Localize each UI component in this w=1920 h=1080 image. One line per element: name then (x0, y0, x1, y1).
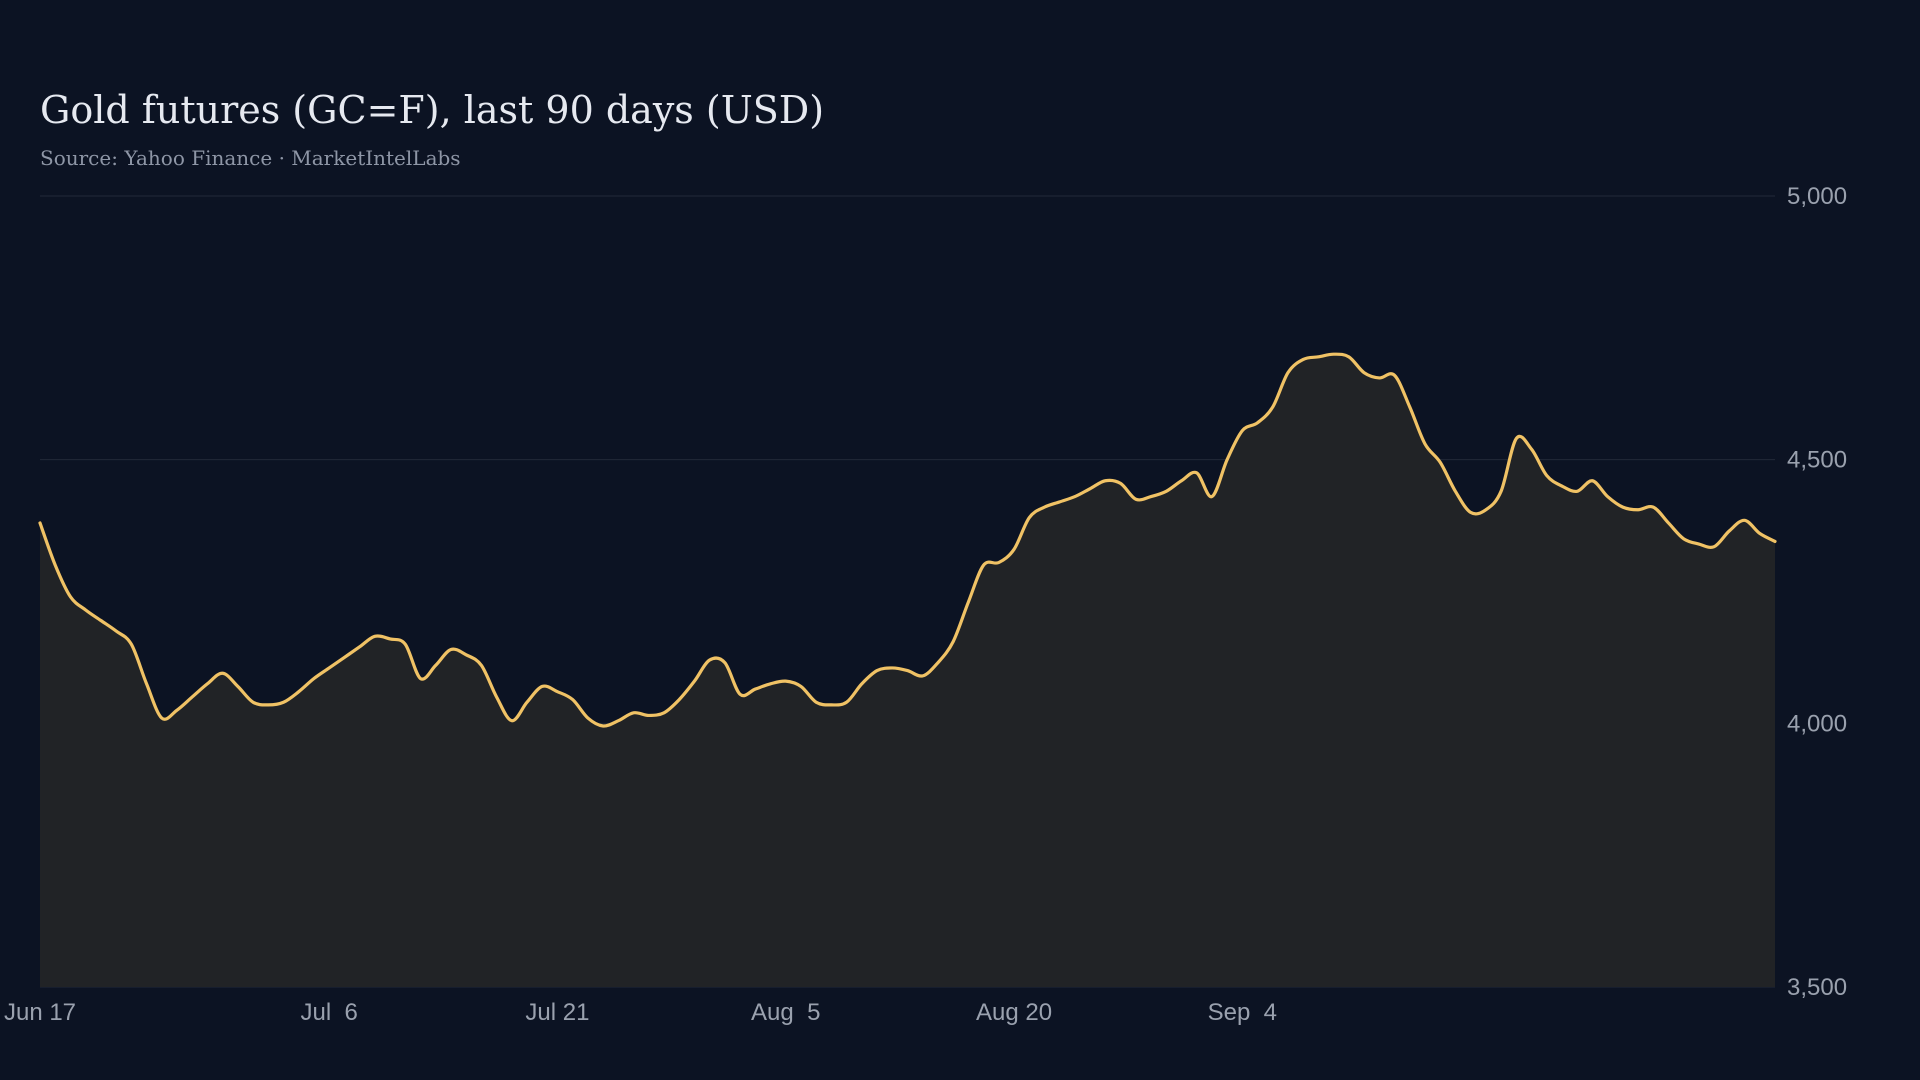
x-tick-label: Jun 17 (4, 999, 76, 1026)
chart-subtitle: Source: Yahoo Finance · MarketIntelLabs (40, 146, 461, 170)
y-tick-label: 3,500 (1787, 974, 1847, 1001)
x-axis-ticks: Jun 17 Jul 6 Jul 21 Aug 5 Aug 20 Sep 4 (4, 999, 1277, 1026)
x-tick-label: Jul 21 (525, 999, 589, 1026)
y-tick-label: 4,500 (1787, 447, 1847, 474)
x-tick-label: Jul 6 (300, 999, 357, 1026)
y-tick-label: 4,000 (1787, 710, 1847, 737)
y-tick-label: 5,000 (1787, 183, 1847, 210)
x-tick-label: Aug 5 (751, 999, 820, 1026)
y-axis-ticks: 3,500 4,000 4,500 5,000 (1787, 183, 1847, 1001)
x-tick-label: Aug 20 (976, 999, 1052, 1026)
chart-title: Gold futures (GC=F), last 90 days (USD) (40, 88, 825, 132)
x-tick-label: Sep 4 (1208, 999, 1277, 1026)
price-line (38, 352, 1777, 728)
price-area-fill (40, 354, 1775, 987)
